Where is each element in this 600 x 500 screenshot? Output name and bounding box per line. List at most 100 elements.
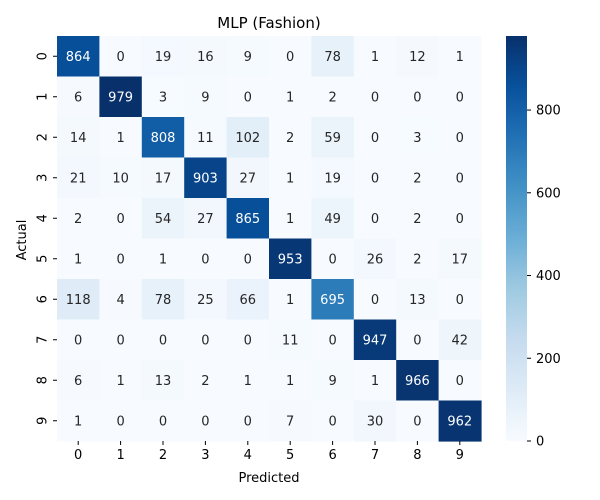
heatmap-cell-0-5	[269, 36, 312, 78]
heatmap-cell-0-2	[141, 36, 185, 78]
x-tick-label-3: 3	[201, 448, 209, 463]
heatmap-cell-1-9	[438, 76, 482, 118]
heatmap-cell-1-6	[311, 76, 355, 118]
cell-value-3-7: 0	[371, 171, 379, 186]
heatmap-cell-3-6	[311, 157, 355, 199]
heatmap-cell-6-5	[269, 279, 312, 321]
cell-value-2-6: 59	[324, 131, 341, 146]
heatmap-cell-7-6	[311, 319, 355, 361]
cell-value-5-0: 1	[74, 252, 82, 267]
heatmap-cell-9-7	[353, 400, 397, 442]
heatmap-cell-4-2	[141, 198, 185, 240]
heatmap-cell-0-1	[99, 36, 143, 78]
heatmap-cell-7-8	[396, 319, 440, 361]
cell-value-6-4: 66	[240, 293, 257, 308]
heatmap-cell-1-1	[99, 76, 143, 118]
cell-value-4-1: 0	[116, 212, 124, 227]
cell-value-8-3: 2	[201, 374, 209, 389]
colorbar-tick-label-1: 200	[536, 352, 561, 367]
heatmap-cell-8-8	[396, 360, 440, 402]
cell-value-3-6: 19	[324, 171, 341, 186]
cell-value-9-8: 0	[413, 414, 421, 429]
cell-value-3-1: 10	[112, 171, 129, 186]
heatmap-cell-1-8	[396, 76, 440, 118]
heatmap-cell-5-5	[269, 238, 312, 280]
y-tick-label-7: 7	[36, 336, 51, 344]
cell-value-9-7: 30	[367, 414, 384, 429]
cell-value-9-2: 0	[159, 414, 167, 429]
heatmap-cell-0-4	[226, 36, 270, 78]
cell-value-5-3: 0	[201, 252, 209, 267]
heatmap-cell-1-0	[57, 76, 100, 118]
x-tick-label-9: 9	[456, 448, 464, 463]
cell-value-0-4: 9	[244, 50, 252, 65]
y-tick-label-0: 0	[36, 52, 51, 60]
cell-value-1-3: 9	[201, 90, 209, 105]
heatmap-cell-3-2	[141, 157, 185, 199]
heatmap-cell-4-4	[226, 198, 270, 240]
cell-value-0-3: 16	[197, 50, 214, 65]
cell-value-1-7: 0	[371, 90, 379, 105]
x-tick-label-7: 7	[371, 448, 379, 463]
heatmap-cell-6-3	[184, 279, 228, 321]
heatmap-cell-2-3	[184, 117, 228, 159]
heatmap-cell-4-8	[396, 198, 440, 240]
heatmap-cell-8-0	[57, 360, 100, 402]
cell-value-8-8: 966	[405, 374, 430, 389]
cell-value-3-9: 0	[456, 171, 464, 186]
heatmap-cell-3-9	[438, 157, 482, 199]
heatmap-cell-8-7	[353, 360, 397, 402]
y-axis-label: Actual	[15, 220, 30, 261]
cell-value-2-7: 0	[371, 131, 379, 146]
heatmap-cell-7-7	[353, 319, 397, 361]
y-tick-label-4: 4	[36, 214, 51, 222]
cell-value-3-5: 1	[286, 171, 294, 186]
cell-value-9-9: 962	[447, 414, 472, 429]
cell-value-7-1: 0	[116, 333, 124, 348]
heatmap-cells	[57, 36, 482, 442]
heatmap-cell-4-6	[311, 198, 355, 240]
cell-value-4-4: 865	[235, 212, 260, 227]
cell-value-2-8: 3	[413, 131, 421, 146]
heatmap-cell-4-9	[438, 198, 482, 240]
cell-value-9-1: 0	[116, 414, 124, 429]
heatmap-cell-3-0	[57, 157, 100, 199]
cell-value-0-6: 78	[324, 50, 341, 65]
heatmap-cell-2-0	[57, 117, 100, 159]
cell-value-6-1: 4	[116, 293, 124, 308]
cell-value-8-7: 1	[371, 374, 379, 389]
cell-value-2-3: 11	[197, 131, 214, 146]
cell-value-6-8: 13	[409, 293, 426, 308]
cell-value-1-2: 3	[159, 90, 167, 105]
heatmap-cell-1-5	[269, 76, 312, 118]
cell-value-5-9: 17	[452, 252, 469, 267]
cell-value-2-2: 808	[151, 131, 176, 146]
heatmap-cell-7-0	[57, 319, 100, 361]
heatmap-cell-4-7	[353, 198, 397, 240]
cell-value-4-9: 0	[456, 212, 464, 227]
heatmap-cell-6-7	[353, 279, 397, 321]
y-tick-label-2: 2	[36, 133, 51, 141]
heatmap-cell-7-3	[184, 319, 228, 361]
heatmap-cell-9-2	[141, 400, 185, 442]
heatmap-cell-8-2	[141, 360, 185, 402]
cell-value-8-2: 13	[155, 374, 172, 389]
heatmap-cell-9-5	[269, 400, 312, 442]
cell-value-2-4: 102	[235, 131, 260, 146]
cell-value-7-2: 0	[159, 333, 167, 348]
cell-value-4-7: 0	[371, 212, 379, 227]
cell-value-2-9: 0	[456, 131, 464, 146]
x-tick-label-6: 6	[328, 448, 336, 463]
heatmap-cell-8-3	[184, 360, 228, 402]
cell-value-9-6: 0	[328, 414, 336, 429]
cell-value-8-0: 6	[74, 374, 82, 389]
y-axis-ticks: 0 1 2 3 4 5 6 7 8 9	[36, 52, 57, 425]
cell-value-0-2: 19	[155, 50, 172, 65]
cell-value-3-3: 903	[193, 171, 218, 186]
cell-value-9-0: 1	[74, 414, 82, 429]
x-tick-label-0: 0	[74, 448, 82, 463]
x-tick-label-5: 5	[286, 448, 294, 463]
heatmap-cell-2-5	[269, 117, 312, 159]
cell-value-5-6: 0	[328, 252, 336, 267]
